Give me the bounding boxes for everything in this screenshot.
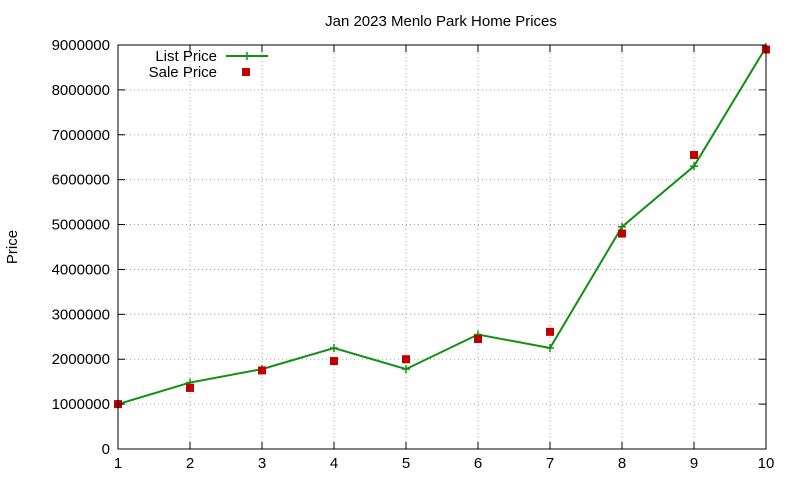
plot-marks	[114, 43, 770, 409]
sale-price-point	[546, 327, 554, 336]
y-tick-label: 7000000	[52, 127, 110, 144]
y-tick-label: 2000000	[52, 351, 110, 368]
x-tick-label: 1	[114, 455, 122, 472]
x-tick-label: 9	[690, 455, 698, 472]
x-tick-label: 10	[758, 455, 775, 472]
x-tick-label: 8	[618, 455, 626, 472]
ticks: 0 1000000 2000000 3000000 4000000 5000000 6000…	[52, 37, 775, 472]
y-tick-label: 5000000	[52, 217, 110, 234]
x-tick-label: 6	[474, 455, 482, 472]
sale-price-point	[618, 229, 626, 238]
y-axis-label: Price	[4, 230, 21, 264]
series-line-list-price	[117, 46, 767, 406]
y-tick-label: 4000000	[52, 261, 110, 278]
legend-label: Sale Price	[149, 64, 217, 81]
x-tick-label: 3	[258, 455, 266, 472]
list-price-point	[402, 365, 410, 374]
x-tick-label: 2	[186, 455, 194, 472]
list-price-point	[618, 222, 626, 231]
list-price-point	[690, 162, 698, 171]
x-tick-label: 7	[546, 455, 554, 472]
list-price-point	[546, 344, 554, 352]
y-tick-label: 1000000	[52, 396, 110, 413]
sale-price-point	[330, 357, 338, 366]
list-price-point	[330, 344, 338, 352]
x-tick-label: 4	[330, 455, 338, 472]
chart-title: Jan 2023 Menlo Park Home Prices	[325, 13, 557, 30]
sale-price-point	[258, 366, 266, 375]
y-tick-label: 3000000	[52, 306, 110, 323]
sale-price-point	[474, 335, 482, 344]
legend-plus-marker	[243, 52, 251, 60]
y-tick-label: 0	[102, 441, 110, 458]
sale-price-point	[402, 355, 410, 364]
y-tick-label: 6000000	[52, 172, 110, 189]
plot-border	[117, 44, 767, 450]
legend-square-marker	[242, 68, 250, 76]
x-tick-label: 5	[402, 455, 410, 472]
sale-price-point	[186, 383, 194, 392]
sale-price-point	[690, 150, 698, 159]
y-tick-label: 9000000	[52, 37, 110, 54]
y-tick-label: 8000000	[52, 82, 110, 99]
grid	[118, 45, 766, 449]
legend-label: List Price	[155, 48, 217, 65]
